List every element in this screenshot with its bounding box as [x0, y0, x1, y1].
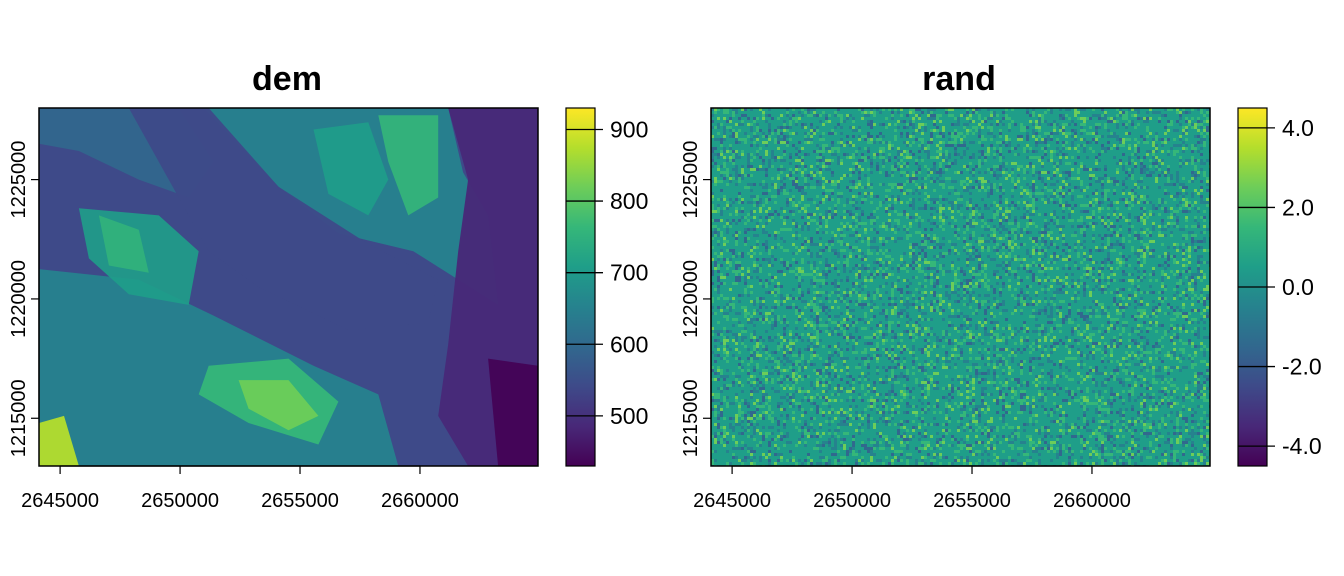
rand-y-axis: 1215000 1220000 1225000 [680, 141, 712, 457]
dem-map-area [38, 107, 539, 467]
rand-x-tick-label: 2655000 [933, 490, 1011, 512]
dem-colorbar-ramp [565, 107, 596, 467]
rand-noise-layer [711, 108, 1210, 466]
rand-noise-cells [711, 108, 1210, 466]
dem-y-tick-label: 1220000 [8, 260, 30, 338]
dem-terrain-ne-peak-zone [313, 122, 389, 216]
rand-noise-cells [711, 108, 1210, 466]
dem-colorbar-label: 800 [610, 188, 648, 214]
dem-y-tick-label: 1215000 [8, 379, 30, 457]
rand-noise-field [711, 108, 1210, 466]
rand-noise-layer [711, 108, 1210, 466]
rand-colorbar-label: -4.0 [1282, 433, 1322, 459]
dem-colorbar-ticks: 500 600 700 800 900 [566, 116, 648, 429]
dem-terrain [39, 108, 538, 466]
rand-x-tick-label: 2650000 [813, 490, 891, 512]
rand-colorbar: -4.0 -2.0 0.0 2.0 4.0 [1237, 107, 1322, 467]
dem-x-tick-label: 2650000 [141, 490, 219, 512]
dem-terrain-sw-peak [39, 415, 79, 466]
rand-x-tick-label: 2660000 [1053, 490, 1131, 512]
dem-colorbar-label: 900 [610, 116, 648, 142]
dem-colorbar-label: 600 [610, 331, 648, 357]
rand-colorbar-ticks: -4.0 -2.0 0.0 2.0 4.0 [1238, 115, 1322, 459]
dem-colorbar-label: 500 [610, 403, 648, 429]
rand-x-tick-label: 2645000 [693, 490, 771, 512]
dem-terrain-valley [128, 108, 439, 330]
dem-x-tick-label: 2645000 [21, 490, 99, 512]
dem-terrain-west-hill-crest [98, 215, 149, 273]
dem-y-tick-label: 1225000 [8, 141, 30, 219]
rand-y-tick-label: 1220000 [680, 260, 702, 338]
panel-rand: rand 2645000 2650000 2655000 2660000 121500… [680, 60, 1322, 512]
panel-title-rand: rand [922, 60, 996, 98]
dem-x-tick-label: 2660000 [381, 490, 459, 512]
rand-colorbar-label: 0.0 [1282, 274, 1314, 300]
rand-map-area [710, 107, 1211, 467]
rand-colorbar-label: 4.0 [1282, 115, 1314, 141]
dem-x-tick-label: 2655000 [261, 490, 339, 512]
panel-title-dem: dem [252, 60, 322, 98]
dem-colorbar-label: 700 [610, 260, 648, 286]
rand-colorbar-label: -2.0 [1282, 354, 1322, 380]
dem-y-axis: 1215000 1220000 1225000 [8, 141, 40, 457]
rand-colorbar-label: 2.0 [1282, 194, 1314, 220]
rand-y-tick-label: 1225000 [680, 141, 702, 219]
dem-x-axis: 2645000 2650000 2655000 2660000 [21, 465, 459, 512]
dem-terrain-south-peak [238, 380, 319, 431]
rand-y-tick-label: 1215000 [680, 379, 702, 457]
rand-x-axis: 2645000 2650000 2655000 2660000 [693, 465, 1131, 512]
dem-terrain-ne-peak [378, 115, 439, 216]
rand-noise-cells [711, 108, 1210, 466]
dem-colorbar: 500 600 700 800 900 [565, 107, 648, 467]
rand-noise-layer [711, 108, 1210, 466]
dem-terrain-se-lowland [488, 358, 538, 466]
panel-dem: dem 2645000 2650000 2655000 2660000 1215000… [8, 60, 648, 512]
